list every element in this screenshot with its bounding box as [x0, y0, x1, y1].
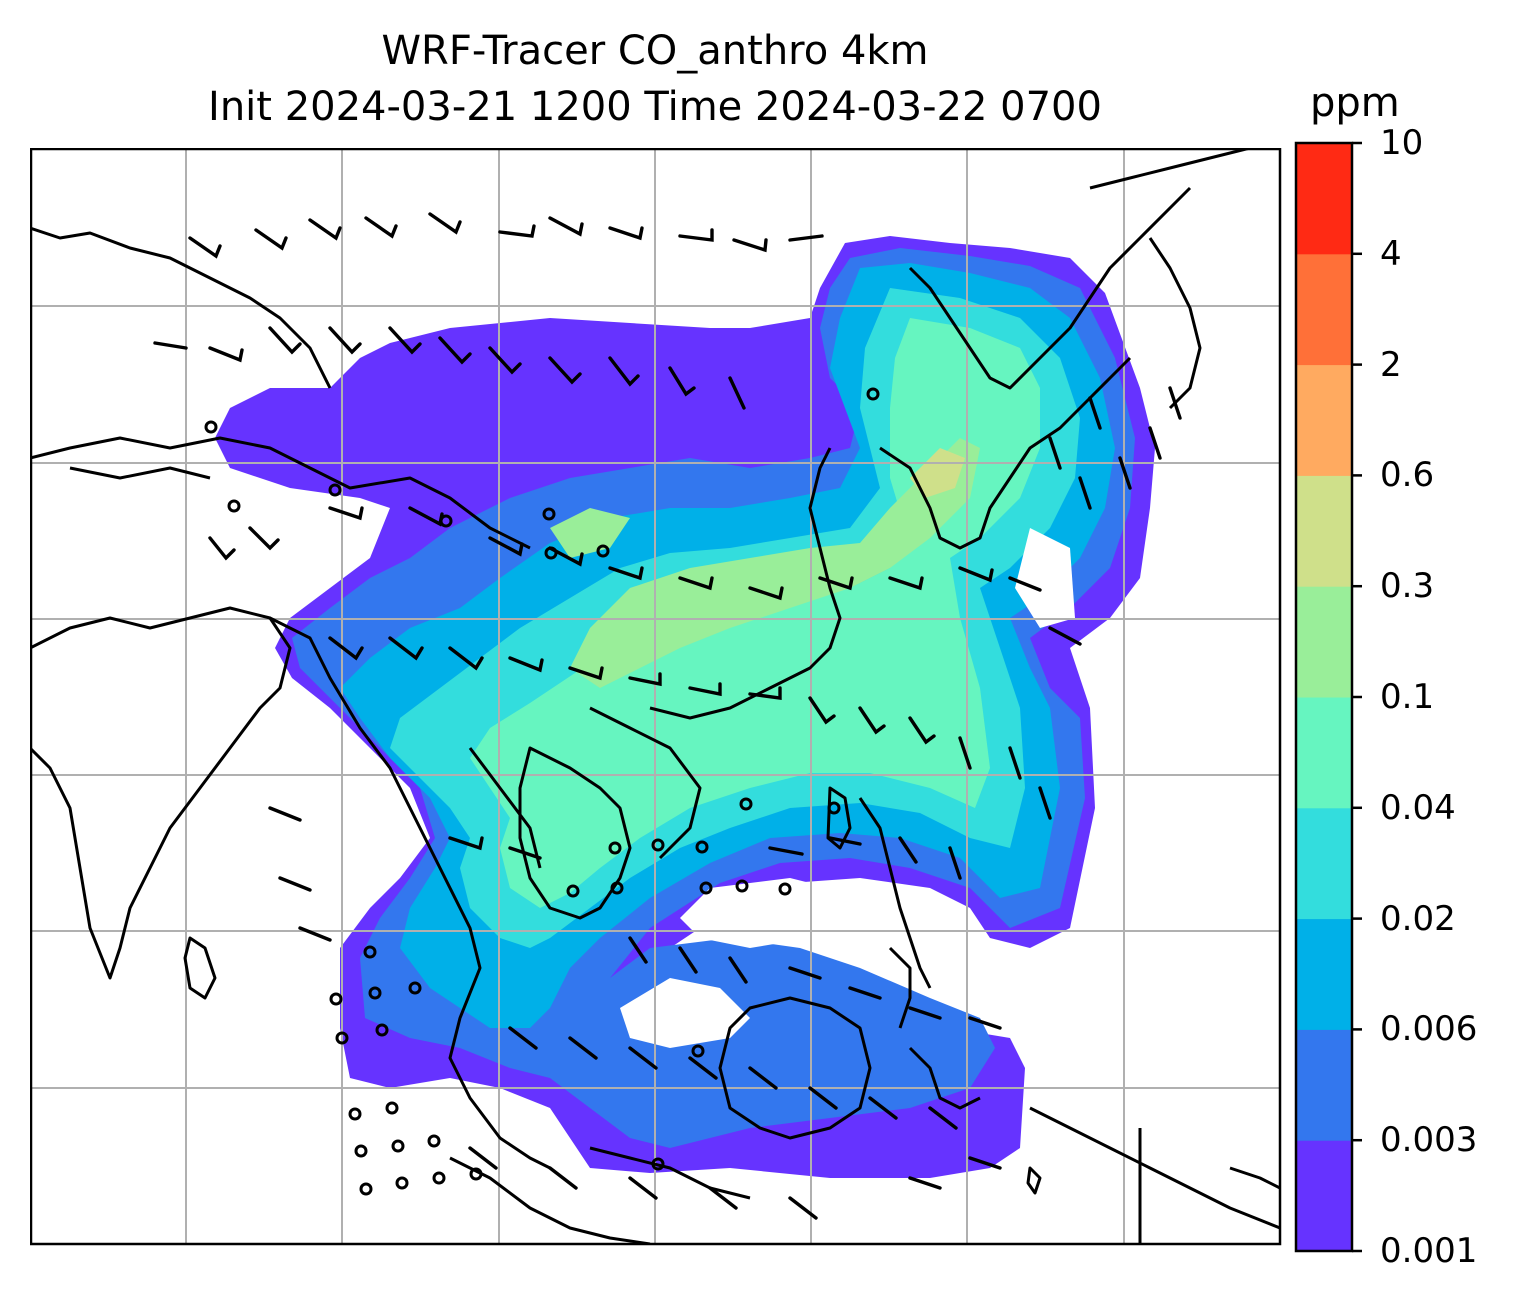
map-panel: [30, 148, 1282, 1246]
map-frame: [30, 148, 1282, 1246]
colorbar-unit: ppm: [1310, 80, 1400, 126]
colorbar-tick-label: 0.02: [1380, 898, 1456, 939]
colorbar-band: [1296, 1140, 1352, 1252]
colorbar-band: [1296, 918, 1352, 1030]
colorbar: [1294, 141, 1362, 1253]
title-line-1: WRF-Tracer CO_anthro 4km: [381, 28, 929, 74]
colorbar-band: [1296, 1029, 1352, 1141]
colorbar-tick-label: 2: [1380, 344, 1402, 385]
colorbar-tick-label: 0.04: [1380, 787, 1456, 828]
colorbar-tick-label: 0.006: [1380, 1009, 1478, 1050]
colorbar-tick-label: 0.001: [1380, 1231, 1478, 1271]
colorbar-band: [1296, 586, 1352, 698]
colorbar-tick-label: 4: [1380, 233, 1402, 274]
colorbar-band: [1296, 253, 1352, 366]
colorbar-tick-label: 0.003: [1380, 1120, 1478, 1161]
colorbar-tick-label: 0.3: [1380, 566, 1435, 607]
colorbar-band: [1296, 364, 1352, 476]
colorbar-band: [1296, 475, 1352, 587]
colorbar-band: [1296, 697, 1352, 809]
title-line-2: Init 2024-03-21 1200 Time 2024-03-22 070…: [208, 84, 1102, 130]
concentration-field: [215, 236, 1155, 1178]
colorbar-tick-label: 10: [1380, 123, 1424, 163]
colorbar-tick-label: 0.1: [1380, 677, 1435, 717]
colorbar-band: [1296, 143, 1352, 255]
wind-barbs: [153, 212, 1182, 1220]
colorbar-tick-label: 0.6: [1380, 455, 1435, 496]
calm-markers: [204, 387, 880, 1196]
colorbar-band: [1296, 807, 1352, 920]
